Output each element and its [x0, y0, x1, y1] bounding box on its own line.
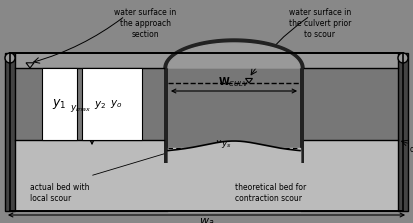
- Bar: [168, 163, 300, 211]
- Bar: [10, 53, 403, 211]
- Text: theoretical bed for
contraction scour: theoretical bed for contraction scour: [235, 183, 306, 203]
- Text: actual bed with
local scour: actual bed with local scour: [30, 183, 90, 203]
- Bar: [168, 83, 300, 163]
- Text: original bed: original bed: [410, 145, 413, 154]
- Polygon shape: [168, 43, 300, 68]
- Bar: [10, 53, 403, 211]
- Text: y$_1$: y$_1$: [52, 97, 66, 111]
- Polygon shape: [164, 39, 304, 68]
- Text: y$_2$: y$_2$: [94, 99, 106, 111]
- Bar: [5, 53, 15, 211]
- Text: w$_a$: w$_a$: [199, 216, 214, 223]
- Text: y$_o$: y$_o$: [110, 98, 123, 110]
- Bar: [164, 68, 168, 163]
- Circle shape: [5, 53, 15, 63]
- Text: y$_s$: y$_s$: [221, 138, 232, 149]
- Text: y$_{max}$: y$_{max}$: [69, 103, 91, 114]
- Bar: [300, 140, 403, 211]
- Text: water surface in
the culvert prior
to scour: water surface in the culvert prior to sc…: [289, 8, 351, 39]
- Bar: [398, 53, 408, 211]
- Bar: [10, 140, 168, 211]
- Circle shape: [398, 53, 408, 63]
- Bar: [300, 68, 304, 163]
- Bar: [10, 68, 403, 140]
- Bar: [82, 68, 142, 140]
- Bar: [42, 68, 77, 140]
- Text: water surface in
the approach
section: water surface in the approach section: [114, 8, 176, 39]
- Text: W$_{CULV}$: W$_{CULV}$: [218, 75, 250, 89]
